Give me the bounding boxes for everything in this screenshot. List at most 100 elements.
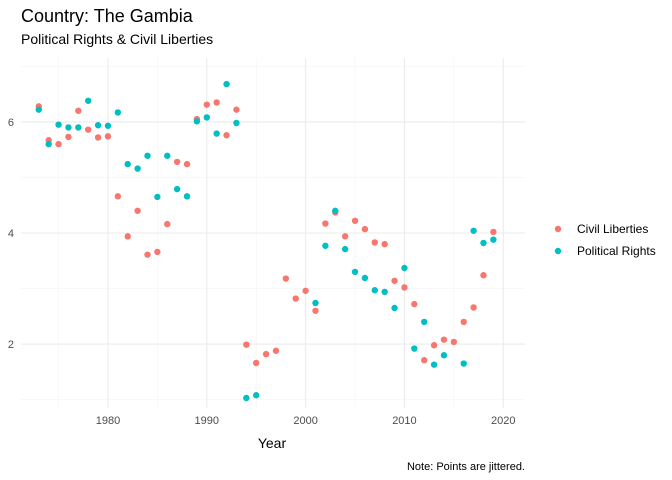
- point-political-rights: [490, 236, 497, 243]
- point-civil-liberties: [361, 225, 369, 233]
- point-political-rights: [233, 119, 240, 127]
- point-civil-liberties: [322, 220, 329, 227]
- point-political-rights: [381, 288, 388, 296]
- point-political-rights: [322, 242, 329, 249]
- point-civil-liberties: [85, 126, 92, 133]
- point-civil-liberties: [94, 134, 102, 141]
- point-civil-liberties: [391, 277, 398, 284]
- point-political-rights: [65, 124, 72, 131]
- legend-marker-political-rights: [554, 247, 562, 255]
- point-political-rights: [243, 394, 250, 402]
- x-axis-title: Year: [258, 435, 287, 451]
- y-tick-label: 6: [8, 117, 14, 129]
- point-civil-liberties: [223, 132, 230, 139]
- point-political-rights: [440, 352, 448, 359]
- point-political-rights: [94, 122, 102, 129]
- point-civil-liberties: [282, 275, 290, 282]
- chart-subtitle: Political Rights & Civil Liberties: [21, 31, 213, 47]
- point-political-rights: [361, 274, 369, 282]
- point-civil-liberties: [351, 217, 359, 224]
- x-tick-label: 1990: [195, 415, 219, 427]
- point-civil-liberties: [371, 239, 378, 246]
- y-tick-labels: 2 4 6: [8, 117, 14, 351]
- point-civil-liberties: [381, 240, 388, 248]
- point-civil-liberties: [65, 133, 72, 141]
- point-civil-liberties: [253, 359, 260, 367]
- point-civil-liberties: [302, 287, 309, 294]
- y-tick-label: 2: [8, 339, 14, 351]
- point-political-rights: [124, 160, 131, 168]
- point-political-rights: [55, 121, 62, 128]
- point-civil-liberties: [450, 338, 458, 346]
- point-political-rights: [85, 97, 92, 104]
- point-political-rights: [341, 245, 349, 253]
- point-civil-liberties: [480, 272, 487, 279]
- point-civil-liberties: [243, 341, 250, 348]
- x-tick-label: 2010: [392, 415, 416, 427]
- point-civil-liberties: [213, 99, 220, 106]
- point-political-rights: [173, 185, 181, 193]
- x-tick-labels: 1980 1990 2000 2010 2020: [96, 415, 516, 427]
- legend-label-political-rights: Political Rights: [577, 244, 656, 258]
- point-civil-liberties: [124, 233, 131, 240]
- point-civil-liberties: [183, 160, 191, 168]
- point-civil-liberties: [312, 307, 319, 314]
- legend-label-civil-liberties: Civil Liberties: [577, 222, 648, 236]
- point-civil-liberties: [144, 251, 151, 258]
- point-civil-liberties: [104, 133, 112, 140]
- point-political-rights: [203, 114, 210, 121]
- x-tick-label: 2020: [491, 415, 515, 427]
- point-civil-liberties: [421, 357, 428, 364]
- point-civil-liberties: [411, 300, 418, 308]
- point-civil-liberties: [292, 295, 299, 302]
- point-civil-liberties: [55, 140, 62, 148]
- point-civil-liberties: [460, 318, 467, 326]
- point-political-rights: [312, 299, 319, 307]
- chart-title: Country: The Gambia: [21, 6, 194, 26]
- chart-caption: Note: Points are jittered.: [407, 461, 525, 473]
- point-civil-liberties: [440, 336, 448, 343]
- plot-grid: [21, 58, 525, 408]
- point-civil-liberties: [430, 342, 438, 349]
- point-political-rights: [391, 304, 398, 312]
- legend-marker-civil-liberties: [554, 225, 562, 233]
- point-civil-liberties: [490, 228, 497, 236]
- x-tick-label: 2000: [293, 415, 317, 427]
- x-tick-label: 1980: [96, 415, 120, 427]
- point-political-rights: [114, 109, 122, 116]
- point-political-rights: [164, 152, 171, 159]
- point-political-rights: [430, 361, 438, 368]
- point-civil-liberties: [75, 107, 82, 114]
- point-political-rights: [213, 130, 220, 137]
- point-political-rights: [134, 165, 141, 172]
- point-civil-liberties: [341, 233, 349, 240]
- point-political-rights: [460, 360, 467, 367]
- point-civil-liberties: [272, 347, 280, 354]
- point-political-rights: [35, 106, 42, 113]
- point-political-rights: [193, 118, 201, 125]
- point-political-rights: [371, 287, 378, 294]
- point-political-rights: [253, 392, 260, 399]
- point-political-rights: [104, 122, 112, 129]
- point-civil-liberties: [173, 158, 181, 166]
- point-political-rights: [480, 239, 487, 247]
- point-political-rights: [421, 318, 428, 326]
- point-political-rights: [401, 264, 408, 272]
- point-civil-liberties: [164, 220, 171, 228]
- point-political-rights: [411, 345, 418, 352]
- point-civil-liberties: [233, 106, 240, 113]
- point-political-rights: [144, 152, 151, 159]
- point-civil-liberties: [134, 207, 141, 214]
- point-civil-liberties: [470, 304, 477, 311]
- point-civil-liberties: [154, 248, 161, 256]
- point-civil-liberties: [401, 284, 408, 291]
- point-political-rights: [183, 193, 191, 200]
- point-civil-liberties: [203, 101, 210, 108]
- y-tick-label: 4: [8, 228, 14, 240]
- point-political-rights: [75, 124, 82, 131]
- legend: Civil Liberties Political Rights: [554, 222, 656, 258]
- point-civil-liberties: [114, 193, 122, 200]
- point-political-rights: [45, 140, 52, 148]
- point-political-rights: [223, 80, 230, 88]
